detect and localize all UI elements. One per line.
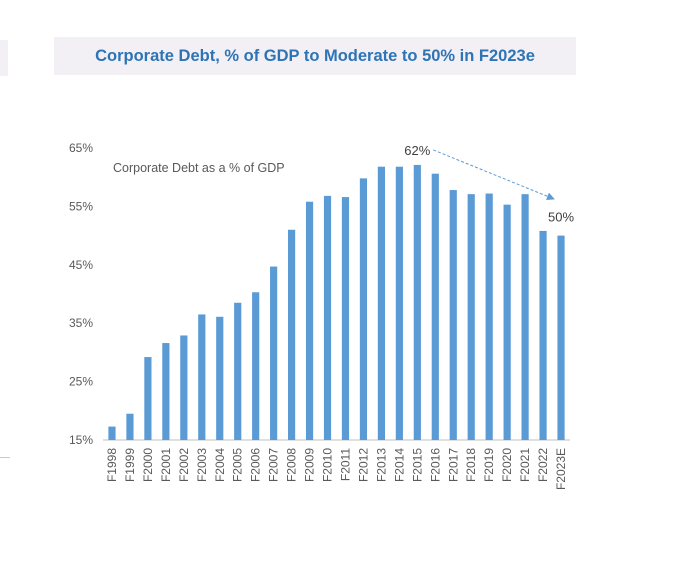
- x-tick-label: F2019: [482, 448, 496, 482]
- y-tick-label: 55%: [69, 199, 93, 213]
- x-tick-label: F2007: [267, 448, 281, 482]
- x-tick-label: F2021: [518, 448, 532, 482]
- bar: [216, 316, 224, 440]
- bar: [503, 204, 511, 440]
- x-tick-label: F2009: [303, 448, 317, 482]
- y-tick-label: 25%: [69, 375, 93, 389]
- x-tick-label: F2006: [249, 448, 263, 482]
- y-tick-label: 65%: [69, 141, 93, 155]
- left-edge-line: [0, 40, 8, 76]
- x-tick-label: F2001: [159, 448, 173, 482]
- bar: [252, 292, 260, 440]
- x-tick-label: F1998: [105, 448, 119, 482]
- x-tick-label: F2022: [536, 448, 550, 482]
- x-tick-label: F2012: [356, 448, 370, 482]
- bar: [234, 302, 242, 440]
- bar: [323, 195, 332, 440]
- chart-title-banner: Corporate Debt, % of GDP to Moderate to …: [54, 37, 576, 75]
- bar: [305, 201, 314, 440]
- x-tick-label: F1999: [123, 448, 137, 482]
- x-tick-label: F2015: [410, 448, 424, 482]
- x-tick-label: F2005: [231, 448, 245, 482]
- bar: [341, 197, 350, 440]
- bar: [144, 357, 152, 440]
- bar: [288, 229, 296, 440]
- chart-title: Corporate Debt, % of GDP to Moderate to …: [95, 46, 535, 65]
- bar: [162, 343, 170, 440]
- x-tick-label: F2017: [446, 448, 460, 482]
- bar: [431, 173, 439, 441]
- x-tick-label: F2023E: [554, 448, 568, 490]
- x-tick-label: F2000: [141, 448, 155, 482]
- bar: [413, 164, 421, 440]
- bar: [359, 178, 368, 441]
- bar: [198, 314, 206, 440]
- y-tick-label: 35%: [69, 316, 93, 330]
- bar: [449, 190, 457, 440]
- x-tick-label: F2008: [285, 448, 299, 482]
- series-label: Corporate Debt as a % of GDP: [113, 161, 285, 175]
- x-tick-label: F2011: [338, 448, 352, 481]
- x-tick-label: F2013: [374, 448, 388, 482]
- bar: [395, 166, 403, 441]
- x-tick-label: F2018: [464, 448, 478, 482]
- bar: [539, 230, 547, 440]
- bar: [126, 413, 134, 440]
- bar: [180, 335, 188, 440]
- bar: [485, 193, 493, 440]
- bar: [557, 235, 565, 440]
- x-tick-label: F2020: [500, 448, 514, 482]
- x-tick-label: F2016: [428, 448, 442, 482]
- bar: [108, 426, 116, 440]
- x-tick-label: F2004: [213, 448, 227, 482]
- y-tick-label: 15%: [69, 433, 93, 447]
- bar: [377, 166, 385, 441]
- trend-arrow: [433, 149, 555, 201]
- annotation-label: 62%: [404, 143, 430, 158]
- annotation-label: 50%: [548, 210, 574, 225]
- x-tick-label: F2002: [177, 448, 191, 482]
- x-tick-label: F2014: [392, 448, 406, 482]
- bar: [467, 194, 475, 440]
- x-tick-label: F2010: [321, 448, 335, 482]
- x-tick-label: F2003: [195, 448, 209, 482]
- left-divider-line: [0, 457, 10, 458]
- y-tick-label: 45%: [69, 258, 93, 272]
- bar: [270, 266, 278, 440]
- bar: [521, 194, 529, 440]
